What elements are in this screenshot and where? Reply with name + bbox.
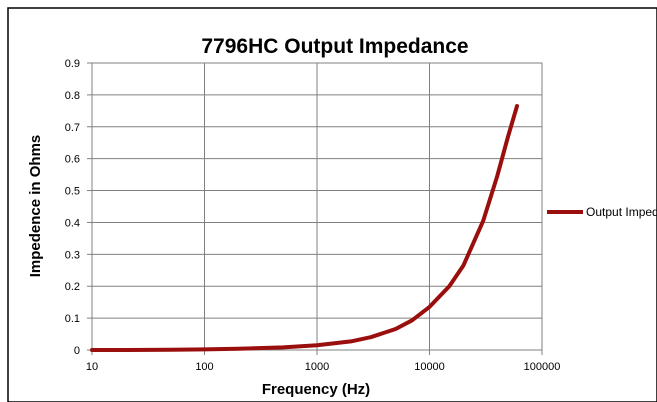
x-tick-label: 100 [195,361,213,373]
y-tick-label: 0.7 [65,122,80,134]
legend: Output Impedance [547,205,657,219]
x-axis-title: Frequency (Hz) [262,381,370,398]
series-layer [90,104,519,352]
y-tick-label: 0 [74,345,80,357]
y-tick-label: 0.8 [65,90,80,102]
y-tick-label: 0.2 [65,281,80,293]
x-tick-label: 10000 [414,361,445,373]
y-tick-label: 0.1 [65,313,80,325]
y-tick-label: 0.9 [65,58,80,70]
y-tick-label: 0.3 [65,249,80,261]
x-tick-label: 1000 [305,361,329,373]
series-line-output-impedance [90,104,519,352]
grid-layer [87,62,543,355]
y-tick-label: 0.4 [65,217,80,229]
y-tick-label: 0.5 [65,186,80,198]
legend-label: Output Impedance [586,205,657,219]
tick-labels: 0 0.1 0.2 0.3 0.4 0.5 0.6 0.7 0.8 0.9 10 100 1000 100… [65,58,561,373]
y-axis-title: Impedence in Ohms [27,135,44,278]
x-tick-label: 100000 [524,361,561,373]
chart-title: 7796HC Output Impedance [201,35,468,58]
y-tick-label: 0.6 [65,154,80,166]
x-tick-label: 10 [86,361,98,373]
